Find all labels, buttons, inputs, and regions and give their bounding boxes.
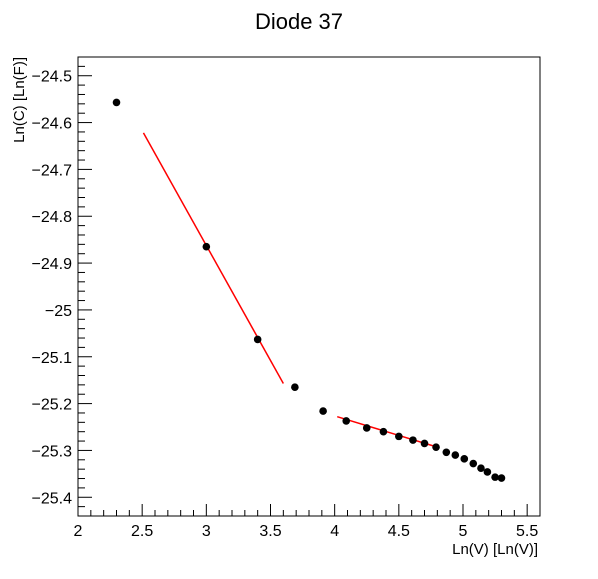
y-tick-label: −24.5	[32, 69, 73, 86]
y-tick-label: −24.9	[32, 256, 73, 273]
x-axis: 2 2.5 3 3.5 4 4.5 5 5.5	[74, 504, 541, 540]
y-tick-label: −25.4	[32, 490, 73, 507]
y-tick-label: −24.8	[32, 209, 73, 226]
data-points	[112, 98, 506, 482]
fit-line	[337, 415, 438, 448]
data-point	[497, 474, 506, 482]
data-point	[379, 427, 388, 436]
y-axis: −24.5 −24.6 −24.7 −24.8 −24.9 −25 −25.1 −25.2 −2…	[32, 56, 92, 517]
data-point	[409, 436, 417, 444]
data-point	[202, 242, 211, 251]
x-tick-label: 2.5	[131, 523, 153, 540]
data-point	[451, 451, 460, 459]
y-axis-title: Ln(C) [Ln(F)]	[11, 57, 28, 143]
x-tick-label: 5.5	[516, 523, 538, 540]
x-tick-label: 2	[74, 523, 83, 540]
data-point	[483, 468, 492, 476]
y-tick-label: −24.6	[32, 116, 73, 133]
y-tick-label: −25	[45, 303, 72, 320]
data-point	[477, 464, 485, 473]
x-tick-label: 5	[459, 523, 468, 540]
x-tick-label: 3	[202, 523, 211, 540]
data-point	[112, 98, 121, 107]
data-point	[395, 432, 403, 441]
data-point	[432, 443, 440, 451]
data-point	[291, 383, 299, 391]
x-tick-label: 3.5	[259, 523, 281, 540]
data-point	[460, 455, 469, 463]
data-point	[253, 335, 262, 344]
y-tick-label: −25.2	[32, 397, 73, 414]
y-tick-label: −24.7	[32, 162, 73, 179]
data-point	[442, 448, 451, 457]
x-axis-title: Ln(V) [Ln(V)]	[452, 541, 538, 558]
y-tick-label: −25.1	[32, 350, 73, 367]
data-point	[362, 424, 371, 432]
chart-title: Diode 37	[255, 9, 343, 34]
data-point	[342, 417, 351, 425]
x-tick-label: 4	[330, 523, 339, 540]
data-point	[319, 407, 327, 415]
data-point	[420, 439, 429, 448]
data-point	[469, 459, 478, 468]
y-tick-label: −25.3	[32, 443, 73, 460]
data-point	[491, 473, 499, 481]
x-tick-label: 4.5	[388, 523, 410, 540]
